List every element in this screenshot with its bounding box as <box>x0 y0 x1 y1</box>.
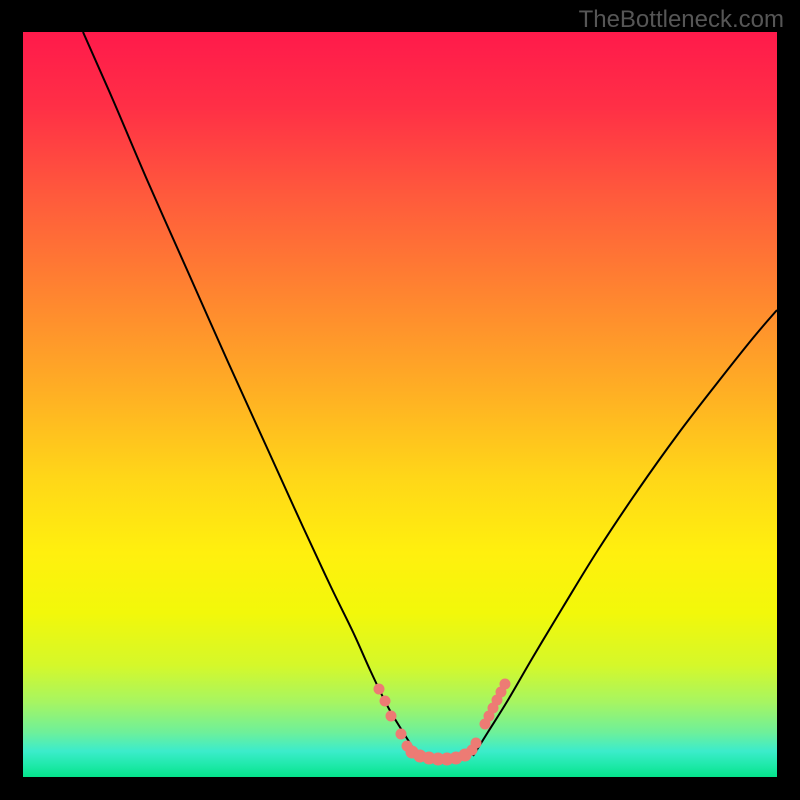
frame-top <box>0 0 800 5</box>
trough-marker <box>396 729 406 739</box>
watermark-text: TheBottleneck.com <box>579 6 784 34</box>
trough-marker <box>386 711 396 721</box>
frame-bottom <box>0 777 800 800</box>
curve-right <box>473 310 777 756</box>
frame-right <box>777 0 800 800</box>
trough-marker <box>374 684 384 694</box>
trough-marker <box>500 679 510 689</box>
trough-marker <box>380 696 390 706</box>
trough-marker <box>471 738 481 748</box>
plot-svg <box>23 32 777 777</box>
plot-area <box>23 32 777 777</box>
frame-left <box>0 0 23 800</box>
curve-left <box>83 32 418 756</box>
